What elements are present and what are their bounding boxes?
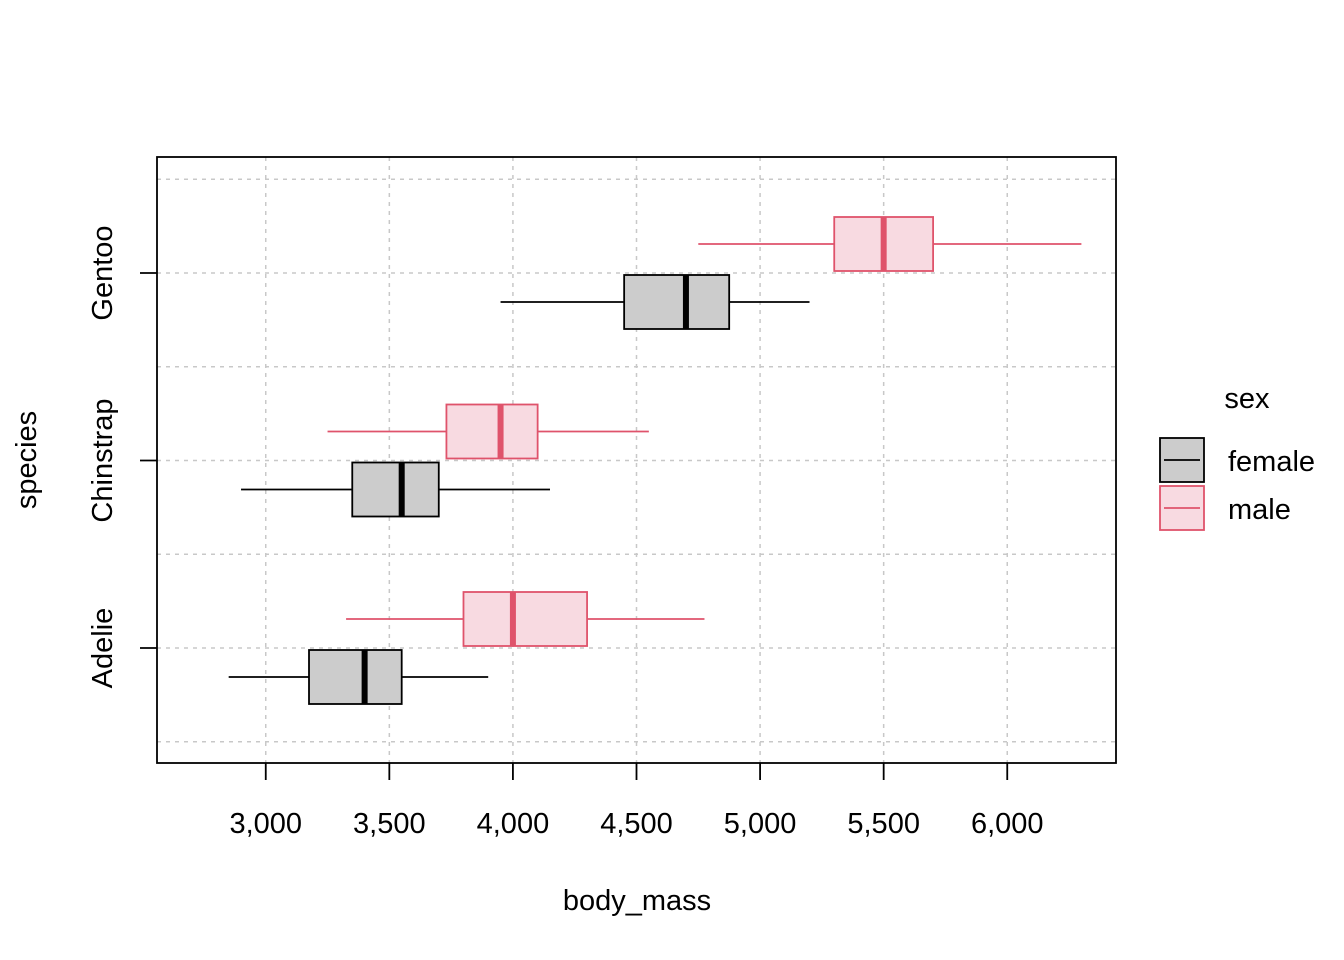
legend: sex female male: [1159, 383, 1315, 531]
box-male-chinstrap: [327, 403, 649, 460]
boxes: [228, 216, 1082, 705]
box-iqr: [308, 649, 403, 705]
box-iqr: [445, 403, 539, 460]
box-iqr: [623, 274, 731, 330]
x-tick-label: 3,500: [353, 808, 426, 840]
legend-entry-female: female: [1159, 437, 1315, 483]
box-iqr: [351, 461, 440, 518]
x-tick-label: 5,000: [724, 808, 797, 840]
y-tick-label: Gentoo: [87, 225, 119, 320]
x-tick-label: 5,500: [847, 808, 920, 840]
legend-label: male: [1228, 494, 1291, 526]
x-tick-label: 4,500: [600, 808, 673, 840]
x-axis: 3,000 3,500 4,000 4,500 5,000 5,500 6,000: [229, 763, 1044, 840]
x-tick-label: 6,000: [971, 808, 1044, 840]
x-axis-title: body_mass: [563, 885, 711, 917]
x-tick-label: 4,000: [477, 808, 550, 840]
box-female-chinstrap: [241, 461, 550, 518]
legend-label: female: [1228, 446, 1315, 478]
y-tick-label: Chinstrap: [87, 398, 119, 522]
box-male-gentoo: [698, 216, 1082, 272]
grid: [157, 157, 1116, 763]
y-axis-title: species: [11, 411, 43, 509]
legend-entry-male: male: [1159, 485, 1291, 531]
y-axis: Adelie Chinstrap Gentoo: [87, 225, 157, 688]
box-female-adelie: [228, 649, 489, 705]
x-tick-label: 3,000: [229, 808, 302, 840]
box-female-gentoo: [500, 274, 810, 330]
legend-title: sex: [1224, 383, 1270, 415]
box-iqr: [462, 591, 588, 647]
y-tick-label: Adelie: [87, 608, 119, 689]
box-male-adelie: [346, 591, 705, 647]
